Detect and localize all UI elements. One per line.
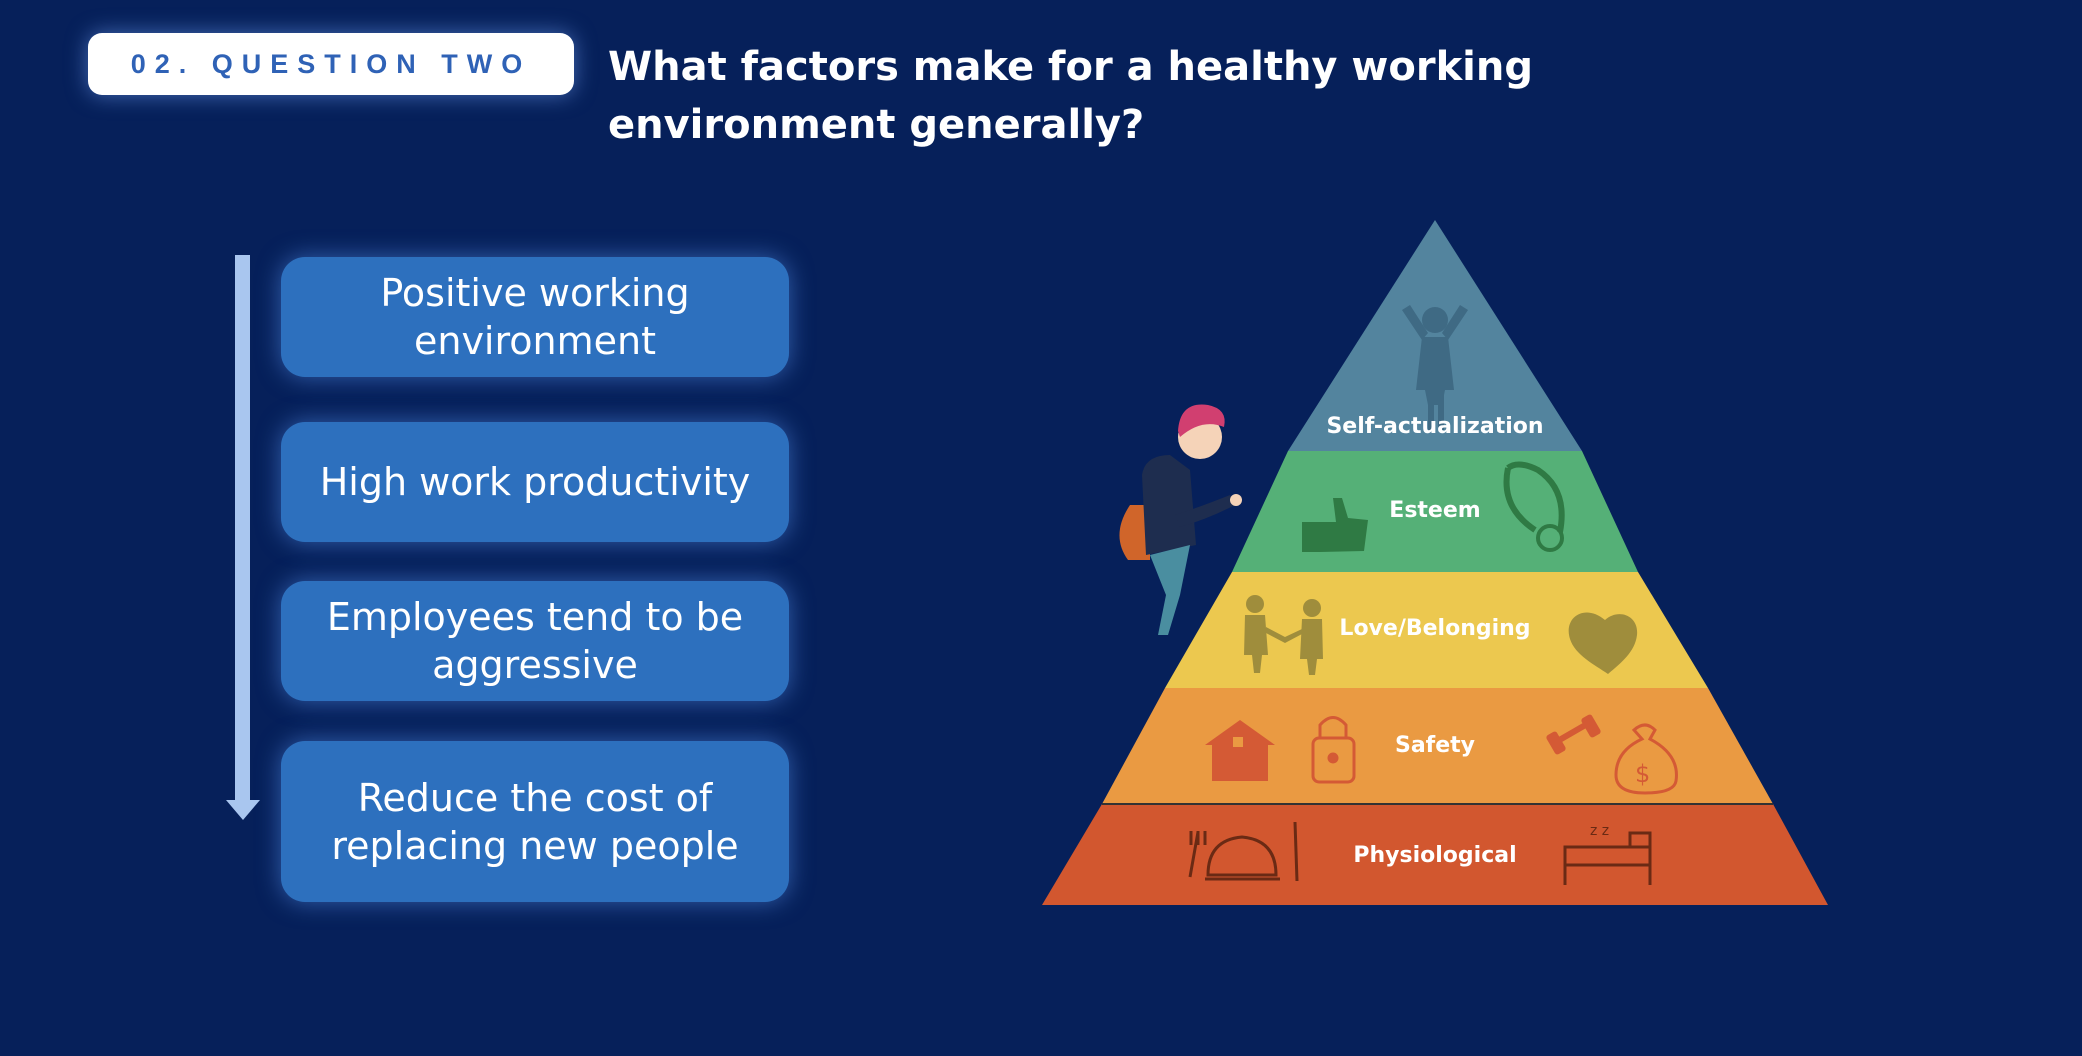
lock-icon: [1311, 716, 1356, 784]
svg-text:$: $: [1635, 760, 1650, 788]
dining-icon: [1188, 821, 1299, 882]
svg-text:z z: z z: [1590, 823, 1609, 839]
bed-icon: z z: [1563, 823, 1652, 885]
level-label-physiological: Physiological: [1353, 843, 1516, 868]
medal-icon: [1503, 461, 1565, 552]
person-cheering-icon: [1402, 305, 1468, 430]
pyramid-level-self-actualization: [1288, 220, 1582, 451]
factor-card-reduce-replacement-cost: Reduce the cost of replacing new people: [281, 741, 789, 902]
factor-card-high-productivity: High work productivity: [281, 422, 789, 542]
climber-illustration: [1119, 404, 1242, 635]
money-bag-icon: $: [1614, 723, 1678, 795]
down-arrow-icon: [226, 800, 260, 820]
factor-card-positive-environment: Positive working environment: [281, 257, 789, 377]
down-arrow-shaft: [235, 255, 250, 800]
dumbbell-icon: [1546, 714, 1601, 755]
level-label-safety: Safety: [1395, 733, 1475, 758]
people-handshake-icon: [1244, 595, 1323, 675]
heart-icon: [1568, 612, 1638, 674]
level-label-self-actualization: Self-actualization: [1326, 414, 1543, 439]
thumbs-up-icon: [1302, 498, 1368, 552]
house-icon: [1205, 720, 1275, 781]
question-badge: 02. QUESTION TWO: [88, 33, 574, 95]
question-badge-label: 02. QUESTION TWO: [130, 48, 532, 79]
level-label-esteem: Esteem: [1389, 498, 1480, 523]
page-title: What factors make for a healthy working …: [608, 44, 1533, 148]
maslow-pyramid: $ z z Self-actualization Esteem Love/Bel…: [1042, 220, 1828, 905]
pyramid-level-safety: [1102, 688, 1773, 804]
factor-card-aggressive-employees: Employees tend to be aggressive: [281, 581, 789, 701]
level-label-love-belonging: Love/Belonging: [1339, 616, 1530, 641]
